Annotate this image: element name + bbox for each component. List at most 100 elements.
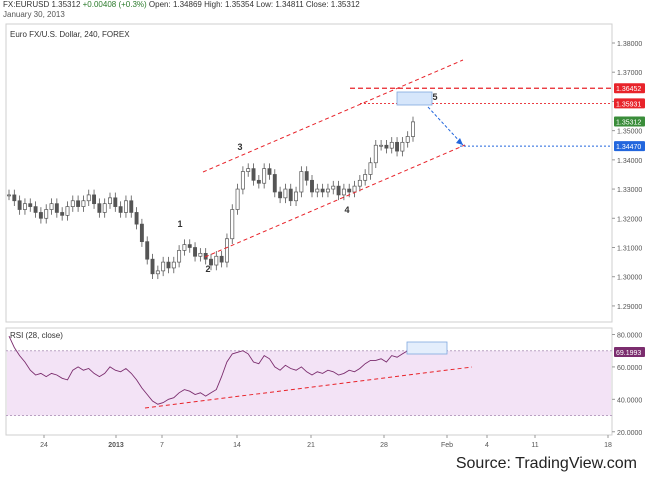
y-tick-label: 1.37000 — [617, 70, 642, 77]
close-label: Close: — [305, 0, 329, 9]
candle — [214, 255, 219, 266]
rsi-tick-label: 20.0000 — [617, 430, 642, 437]
candle — [379, 144, 384, 147]
open-value: 1.34869 — [172, 0, 202, 9]
x-tick-label: 4 — [485, 442, 489, 449]
candle — [129, 200, 134, 213]
candle — [166, 261, 171, 269]
candle — [395, 141, 400, 152]
arrow-head — [456, 138, 463, 145]
candle — [315, 188, 320, 193]
candle — [113, 197, 118, 207]
rsi-line — [8, 335, 414, 405]
y-tick-label: 1.31000 — [617, 246, 642, 253]
candle — [86, 194, 91, 202]
candle — [145, 241, 150, 260]
candle — [251, 168, 256, 181]
candle — [288, 188, 293, 202]
candle — [299, 171, 304, 193]
wave-label: 4 — [344, 205, 349, 215]
candle — [283, 188, 288, 199]
y-tick-label: 1.32000 — [617, 216, 642, 223]
candle — [33, 206, 38, 213]
candle — [304, 171, 309, 181]
candle — [240, 171, 245, 190]
channel-upper-line — [202, 59, 464, 173]
y-tick-label: 1.35000 — [617, 129, 642, 136]
candle — [123, 200, 128, 213]
candle — [368, 162, 373, 175]
high-value: 1.35354 — [225, 0, 254, 9]
close-value: 1.35312 — [330, 0, 360, 9]
high-label: High: — [204, 0, 223, 9]
candle — [256, 179, 261, 184]
candle — [187, 244, 192, 248]
candle — [49, 203, 54, 210]
candle — [22, 203, 27, 210]
price-pane — [5, 23, 613, 323]
candle — [81, 200, 86, 207]
candle — [134, 212, 139, 225]
wave-label: 2 — [205, 264, 210, 274]
candle — [177, 250, 182, 263]
candle — [171, 261, 176, 269]
price-flag — [614, 116, 645, 127]
x-tick-label: 7 — [160, 442, 164, 449]
candle — [294, 191, 299, 202]
rsi-band — [7, 350, 611, 416]
rsi-flag — [614, 346, 645, 357]
rsi-tick-label: 60.0000 — [617, 365, 642, 372]
candle — [278, 191, 283, 199]
candle — [235, 188, 240, 210]
open-label: Open: — [148, 0, 171, 9]
candle — [118, 206, 123, 213]
target-zone-box — [396, 91, 433, 106]
candle — [108, 197, 112, 205]
x-tick-label: 28 — [380, 442, 388, 449]
candle — [384, 144, 389, 149]
candle — [331, 185, 336, 190]
x-tick-label: 2013 — [108, 442, 124, 449]
candle — [97, 203, 102, 213]
candle — [336, 185, 341, 196]
y-tick-label: 1.33000 — [617, 187, 642, 194]
candle — [262, 168, 267, 184]
rsi-tick-label: 80.0000 — [617, 332, 642, 339]
candle — [224, 238, 229, 263]
candle — [357, 179, 362, 187]
candle — [155, 270, 160, 275]
target-arrow — [427, 106, 464, 146]
candle — [76, 200, 81, 207]
y-tick-label: 1.30000 — [617, 275, 642, 282]
candle — [38, 212, 43, 219]
channel-lower-line — [204, 144, 466, 258]
last-price: 1.35312 — [51, 0, 81, 9]
candle — [209, 258, 213, 266]
candle — [102, 203, 107, 213]
price-pane-title: Euro FX/U.S. Dollar, 240, FOREX — [10, 30, 130, 39]
x-tick-label: 11 — [531, 442, 538, 449]
symbol-header: FX:EURUSD 1.35312 +0.00408 (+0.3%) Open:… — [3, 0, 360, 10]
wave-label: 1 — [177, 219, 182, 229]
candle — [219, 255, 224, 263]
candle — [320, 188, 325, 193]
candle — [400, 141, 405, 152]
candle — [7, 194, 11, 197]
candle — [150, 258, 155, 275]
candle — [12, 194, 17, 202]
y-tick-label: 1.34000 — [617, 158, 642, 165]
x-tick-label: 21 — [307, 442, 315, 449]
x-tick-label: 14 — [233, 442, 241, 449]
candle — [92, 194, 97, 205]
price-flag — [614, 83, 645, 94]
x-tick-label: 18 — [604, 442, 612, 449]
candle — [17, 200, 22, 210]
candle — [193, 247, 198, 257]
candle — [363, 174, 368, 181]
rsi-pane-title: RSI (28, close) — [10, 331, 63, 340]
candle — [373, 144, 378, 164]
rsi-support-line — [144, 366, 473, 409]
candle — [60, 212, 65, 216]
price-flag-label: 1.35312 — [616, 120, 641, 127]
